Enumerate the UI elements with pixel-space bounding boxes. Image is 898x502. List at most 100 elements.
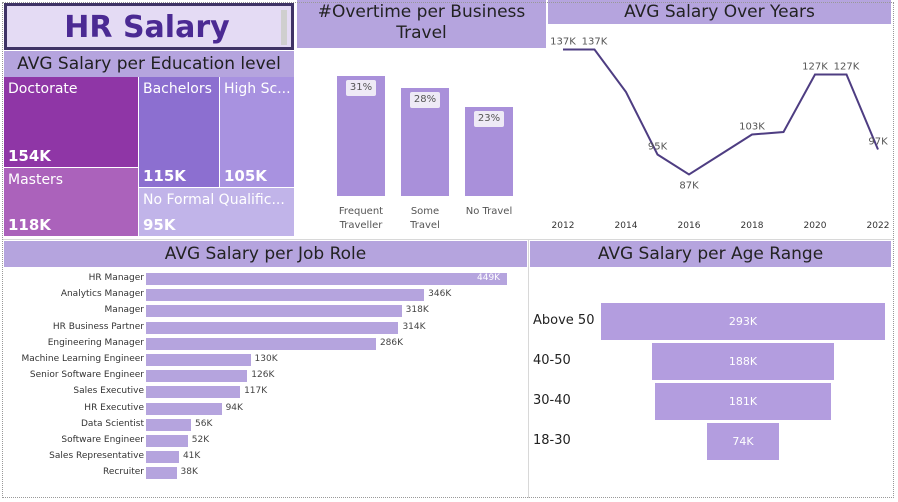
age-range-bar[interactable]: 181K bbox=[655, 383, 831, 420]
job-role-label: Engineering Manager bbox=[47, 337, 144, 348]
job-role-value: 126K bbox=[251, 370, 275, 381]
title-box: HR Salary bbox=[4, 3, 294, 50]
education-header: AVG Salary per Education level bbox=[4, 51, 294, 77]
overtime-category: Some Travel bbox=[391, 205, 459, 233]
job-role-label: Machine Learning Engineer bbox=[21, 354, 144, 364]
job-role-bar[interactable] bbox=[146, 467, 177, 480]
age-range-label: Above 50 bbox=[533, 313, 595, 328]
job-role-bar[interactable] bbox=[146, 305, 402, 318]
overtime-bar[interactable] bbox=[337, 76, 385, 196]
job-role-bar[interactable] bbox=[146, 386, 241, 399]
line-point-label: 95K bbox=[648, 142, 668, 153]
x-tick-label: 2020 bbox=[804, 221, 827, 231]
age-title: AVG Salary per Age Range bbox=[597, 244, 824, 264]
treemap-tile-3[interactable]: Masters 118K bbox=[4, 168, 138, 236]
age-range-label: 40-50 bbox=[533, 353, 571, 368]
job-role-panel: AVG Salary per Job Role HR Manager 449K An… bbox=[4, 241, 527, 497]
job-role-bar[interactable] bbox=[146, 354, 251, 366]
overtime-category-line1: Frequent bbox=[338, 206, 384, 217]
job-role-label: Data Scientist bbox=[81, 418, 144, 429]
overtime-category: No Travel bbox=[455, 205, 523, 219]
treemap-tile-value: 105K bbox=[224, 167, 267, 185]
line-point-label: 103K bbox=[739, 122, 765, 133]
job-role-bar[interactable] bbox=[146, 402, 222, 415]
job-role-value: 52K bbox=[191, 435, 210, 445]
age-range-value: 74K bbox=[732, 435, 754, 448]
age-range-bar[interactable]: 188K bbox=[651, 343, 835, 380]
job-role-value: 449K bbox=[477, 273, 501, 283]
job-role-bar[interactable] bbox=[146, 289, 425, 302]
salary-years-title: AVG Salary Over Years bbox=[624, 2, 815, 22]
age-range-value: 293K bbox=[728, 315, 758, 328]
treemap-tile-value: 95K bbox=[143, 216, 176, 234]
treemap-tile-label: High Sc... bbox=[224, 81, 291, 97]
job-role-value: 286K bbox=[379, 337, 404, 348]
overtime-category-line1: Some bbox=[410, 206, 440, 217]
job-role-label: HR Executive bbox=[84, 402, 144, 413]
salary-years-chart: 137K 137K 95K 87K 103K 127K 127K 97K 2012 2014 201… bbox=[550, 37, 889, 232]
salary-years-panel: AVG Salary Over Years 137K 137K 95K 87K 103K… bbox=[548, 0, 891, 238]
treemap-tile-4[interactable]: No Formal Qualific... 95K bbox=[139, 188, 294, 236]
line-point-label: 137K bbox=[550, 37, 576, 48]
job-role-value: 346K bbox=[428, 289, 452, 300]
job-role-bar[interactable] bbox=[146, 370, 248, 383]
x-tick-label: 2012 bbox=[552, 221, 575, 231]
treemap-tile-value: 115K bbox=[143, 167, 186, 185]
overtime-panel: #Overtime per Business Travel 31% Frequen… bbox=[297, 0, 546, 238]
age-range-value: 181K bbox=[728, 395, 758, 408]
x-tick-label: 2016 bbox=[678, 221, 701, 231]
job-role-value: 94K bbox=[225, 402, 243, 413]
age-range-value: 188K bbox=[728, 355, 758, 368]
job-role-value: 314K bbox=[402, 321, 426, 332]
treemap-tile-label: Doctorate bbox=[8, 81, 78, 97]
age-range-bar[interactable]: 293K bbox=[601, 303, 885, 340]
line-point-label: 127K bbox=[834, 62, 860, 73]
treemap-tile-value: 154K bbox=[8, 147, 51, 165]
age-panel: AVG Salary per Age Range Above 50 293K 40-… bbox=[530, 241, 891, 497]
divider-h bbox=[2, 239, 894, 240]
page-title: HR Salary bbox=[64, 10, 230, 45]
overtime-category: Frequent Traveller bbox=[327, 205, 395, 233]
job-role-bar[interactable] bbox=[146, 273, 507, 285]
treemap-tile-1[interactable]: Bachelors 115K bbox=[139, 77, 219, 187]
job-role-label: Senior Software Engineer bbox=[29, 370, 144, 381]
overtime-bar-label: 23% bbox=[474, 110, 504, 127]
overtime-header: #Overtime per Business Travel bbox=[297, 0, 546, 48]
salary-years-header: AVG Salary Over Years bbox=[548, 0, 891, 24]
treemap-tile-value: 118K bbox=[8, 216, 51, 234]
job-role-bar[interactable] bbox=[146, 418, 192, 431]
job-role-bar[interactable] bbox=[146, 451, 179, 464]
job-role-label: Software Engineer bbox=[61, 435, 144, 445]
job-role-label: Sales Executive bbox=[73, 386, 144, 397]
overtime-category-line2: Travel bbox=[410, 220, 440, 231]
job-role-label: Sales Representative bbox=[49, 451, 144, 462]
line-point-label: 87K bbox=[679, 181, 699, 192]
overtime-category-line1: No Travel bbox=[465, 206, 513, 217]
line-point-label: 127K bbox=[802, 62, 828, 73]
job-role-value: 318K bbox=[405, 305, 429, 316]
job-role-title: AVG Salary per Job Role bbox=[164, 244, 367, 264]
job-role-bar[interactable] bbox=[146, 337, 376, 350]
overtime-bar-label: 28% bbox=[410, 91, 440, 108]
job-role-label: Recruiter bbox=[102, 467, 144, 478]
treemap-tile-label: Masters bbox=[8, 172, 64, 188]
job-role-value: 38K bbox=[180, 467, 198, 478]
job-role-value: 41K bbox=[182, 451, 201, 462]
title-scrollbar[interactable] bbox=[281, 10, 287, 45]
age-range-bar[interactable]: 74K bbox=[707, 423, 779, 460]
divider-v bbox=[528, 240, 529, 498]
line-point-label: 137K bbox=[582, 37, 608, 48]
overtime-title: #Overtime per Business Travel bbox=[317, 2, 526, 43]
salary-line bbox=[563, 48, 879, 176]
job-role-value: 130K bbox=[254, 354, 278, 364]
treemap-tile-0[interactable]: Doctorate 154K bbox=[4, 77, 138, 167]
age-range-label: 30-40 bbox=[533, 393, 571, 408]
x-tick-label: 2014 bbox=[615, 221, 638, 231]
job-role-bar[interactable] bbox=[146, 435, 188, 447]
job-role-bar[interactable] bbox=[146, 321, 399, 334]
treemap-tile-2[interactable]: High Sc... 105K bbox=[220, 77, 294, 187]
age-range-label: 18-30 bbox=[533, 433, 571, 448]
line-point-label: 97K bbox=[868, 137, 888, 148]
job-role-label: HR Business Partner bbox=[52, 321, 144, 332]
